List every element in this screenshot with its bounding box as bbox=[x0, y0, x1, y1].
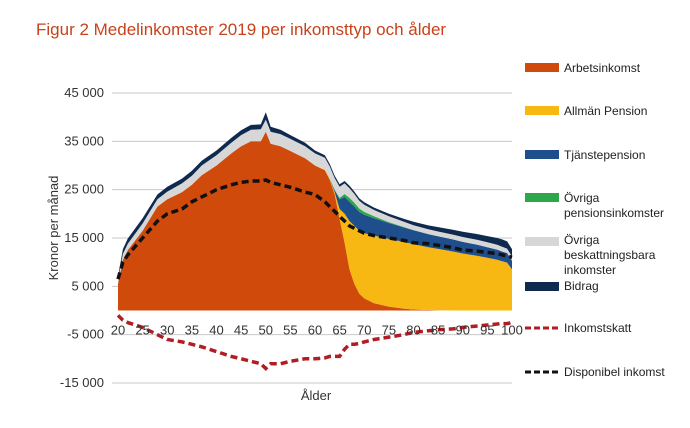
x-tick-label: 50 bbox=[259, 323, 273, 338]
y-tick-label: 25 000 bbox=[64, 182, 104, 197]
x-tick-label: 30 bbox=[160, 323, 174, 338]
axes: 45 000 35 000 25 000 15 000 5 000 -5 000 -15 0… bbox=[60, 85, 523, 390]
x-tick-label: 100 bbox=[501, 323, 523, 338]
x-tick-label: 90 bbox=[456, 323, 470, 338]
x-tick-label: 95 bbox=[480, 323, 494, 338]
legend-label-tjanstepension: Tjänstepension bbox=[564, 148, 645, 162]
x-tick-label: 60 bbox=[308, 323, 322, 338]
x-tick-label: 85 bbox=[431, 323, 445, 338]
y-tick-label: 15 000 bbox=[64, 230, 104, 245]
legend-label-ovriga-pension-1: Övriga bbox=[564, 191, 600, 205]
legend-swatch-tjanstepension bbox=[525, 150, 559, 159]
x-tick-label: 25 bbox=[135, 323, 149, 338]
legend-label-ovriga-besk-1: Övriga bbox=[564, 233, 600, 247]
line-inkomstskatt bbox=[116, 314, 513, 371]
legend-label-bidrag: Bidrag bbox=[564, 279, 599, 293]
x-tick-label: 45 bbox=[234, 323, 248, 338]
x-tick-label: 35 bbox=[185, 323, 199, 338]
y-tick-label: 45 000 bbox=[64, 85, 104, 100]
legend-label-inkomstskatt: Inkomstskatt bbox=[564, 321, 632, 335]
area-allm-n-pension bbox=[118, 131, 512, 311]
legend-swatch-bidrag bbox=[525, 282, 559, 291]
legend-label-ovriga-besk-3: inkomster bbox=[564, 263, 616, 277]
x-tick-label: 80 bbox=[406, 323, 420, 338]
chart-title: Figur 2 Medelinkomster 2019 per inkomstt… bbox=[36, 20, 447, 39]
x-tick-label: 20 bbox=[111, 323, 125, 338]
line-disponibel-inkomst bbox=[116, 178, 513, 280]
legend-label-allman-pension: Allmän Pension bbox=[564, 104, 647, 118]
area--vriga-beskattningsbara-inkomster bbox=[118, 119, 512, 284]
y-tick-label: -5 000 bbox=[67, 327, 104, 342]
y-axis-label: Kronor per månad bbox=[46, 176, 61, 281]
x-tick-label: 65 bbox=[332, 323, 346, 338]
y-tick-label: 35 000 bbox=[64, 133, 104, 148]
y-tick-label: -15 000 bbox=[60, 375, 104, 390]
area-series bbox=[118, 112, 512, 311]
legend-label-ovriga-besk-2: beskattningsbara bbox=[564, 248, 656, 262]
legend-swatch-arbetsinkomst bbox=[525, 63, 559, 72]
legend-swatch-allman-pension bbox=[525, 106, 559, 115]
x-tick-label: 55 bbox=[283, 323, 297, 338]
x-axis-label: Ålder bbox=[301, 388, 332, 403]
area-bidrag bbox=[118, 112, 512, 281]
line-series bbox=[116, 178, 513, 371]
legend-label-ovriga-pension-2: pensionsinkomster bbox=[564, 206, 664, 220]
legend-swatch-ovriga-besk bbox=[525, 237, 559, 246]
legend: Arbetsinkomst Allmän Pension Tjänstepens… bbox=[525, 61, 665, 379]
x-tick-label: 70 bbox=[357, 323, 371, 338]
legend-label-arbetsinkomst: Arbetsinkomst bbox=[564, 61, 641, 75]
legend-label-disponibel: Disponibel inkomst bbox=[564, 365, 665, 379]
x-tick-label: 40 bbox=[209, 323, 223, 338]
area-arbetsinkomst bbox=[118, 131, 512, 311]
x-tick-label: 75 bbox=[382, 323, 396, 338]
y-tick-label: 5 000 bbox=[71, 278, 104, 293]
legend-swatch-ovriga-pension bbox=[525, 193, 559, 202]
